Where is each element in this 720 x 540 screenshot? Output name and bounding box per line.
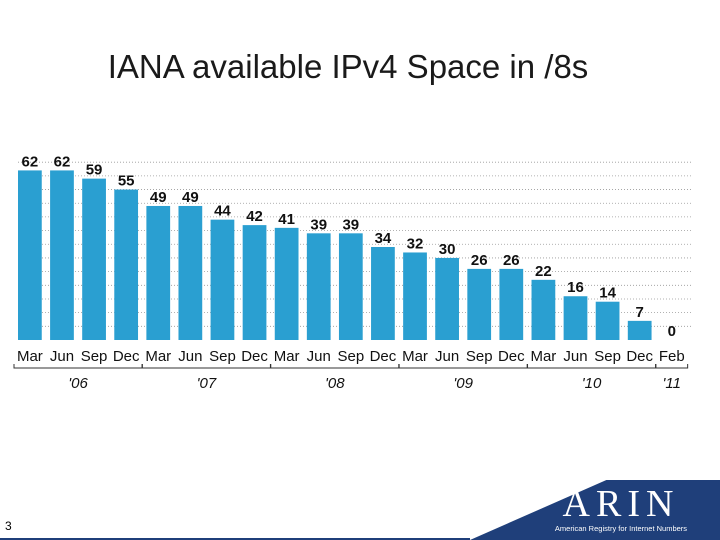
value-label: 39	[342, 216, 359, 233]
bar	[531, 279, 556, 340]
value-label: 32	[407, 235, 424, 252]
bar-chart: 62 62 59 55 49 49 44 42 41 39 39 34 32 30 26 26 22 16 14 7 0…	[13, 153, 692, 392]
category-label: Jun	[50, 348, 74, 365]
year-label: '07	[197, 375, 217, 392]
bar	[114, 189, 139, 340]
year-label: '10	[582, 375, 602, 392]
category-label: Mar	[274, 348, 300, 365]
value-label: 22	[535, 263, 552, 280]
value-label: 62	[54, 153, 71, 170]
value-label: 59	[86, 162, 103, 179]
category-label: Dec	[241, 348, 268, 365]
category-label: Jun	[563, 348, 587, 365]
bar	[178, 205, 203, 340]
value-label: 39	[310, 216, 327, 233]
value-label: 26	[503, 252, 520, 269]
bar	[338, 233, 363, 340]
category-label: Mar	[530, 348, 556, 365]
value-label: 49	[182, 189, 199, 206]
bar	[210, 219, 235, 340]
bar	[18, 170, 42, 340]
footer-band	[0, 480, 720, 540]
value-label: 62	[22, 153, 39, 170]
logo-tagline: American Registry for Internet Numbers	[554, 524, 688, 533]
category-label: Sep	[594, 348, 621, 365]
category-label: Mar	[402, 348, 428, 365]
bar	[467, 268, 492, 340]
category-label: Dec	[498, 348, 525, 365]
value-label: 49	[150, 189, 167, 206]
category-label: Dec	[370, 348, 397, 365]
category-label: Dec	[626, 348, 653, 365]
bar	[146, 205, 171, 340]
bar	[563, 296, 588, 340]
category-label: Sep	[209, 348, 236, 365]
category-label: Jun	[435, 348, 459, 365]
bar	[403, 252, 427, 340]
bar	[435, 257, 459, 340]
category-label: Jun	[307, 348, 331, 365]
value-label: 55	[118, 173, 135, 190]
value-label: 41	[278, 211, 295, 228]
year-bracket	[655, 364, 689, 369]
value-label: 14	[599, 285, 616, 302]
category-label: Feb	[659, 348, 685, 365]
year-label: '09	[453, 375, 473, 392]
x-axis: Mar Jun Sep Dec Mar Jun Sep Dec Mar Jun Sep Dec Mar J…	[13, 348, 689, 392]
category-label: Sep	[466, 348, 493, 365]
bar	[595, 301, 620, 340]
value-label: 16	[567, 279, 584, 296]
arin-logo: ARIN American Registry for Internet Numb…	[536, 484, 706, 536]
category-label: Sep	[81, 348, 108, 365]
bar	[627, 320, 652, 340]
bar	[499, 268, 524, 340]
bar	[274, 227, 299, 340]
value-label: 26	[471, 252, 488, 269]
value-label: 0	[668, 323, 676, 340]
category-label: Mar	[17, 348, 43, 365]
bar	[50, 170, 74, 340]
bar	[242, 225, 267, 340]
bar	[82, 178, 106, 340]
bar	[306, 233, 331, 340]
value-label: 44	[214, 203, 231, 220]
year-label: '08	[325, 375, 345, 392]
value-label: 7	[636, 304, 644, 321]
year-label: '11	[663, 375, 681, 392]
value-label: 42	[246, 208, 263, 225]
category-label: Jun	[178, 348, 202, 365]
value-label: 30	[439, 241, 456, 258]
bars	[18, 170, 652, 340]
value-label: 34	[375, 230, 392, 247]
value-labels: 62 62 59 55 49 49 44 42 41 39 39 34 32 30 26 26 22 16 14 7 0	[22, 153, 676, 340]
page-title: IANA available IPv4 Space in /8s	[107, 48, 589, 85]
year-label: '06	[68, 375, 88, 392]
category-label: Sep	[337, 348, 364, 365]
bar	[371, 247, 395, 340]
footer-shape	[470, 480, 720, 540]
slide-number: 3	[5, 519, 12, 533]
category-label: Mar	[145, 348, 171, 365]
logo-wordmark: ARIN	[562, 483, 680, 525]
category-label: Dec	[113, 348, 140, 365]
